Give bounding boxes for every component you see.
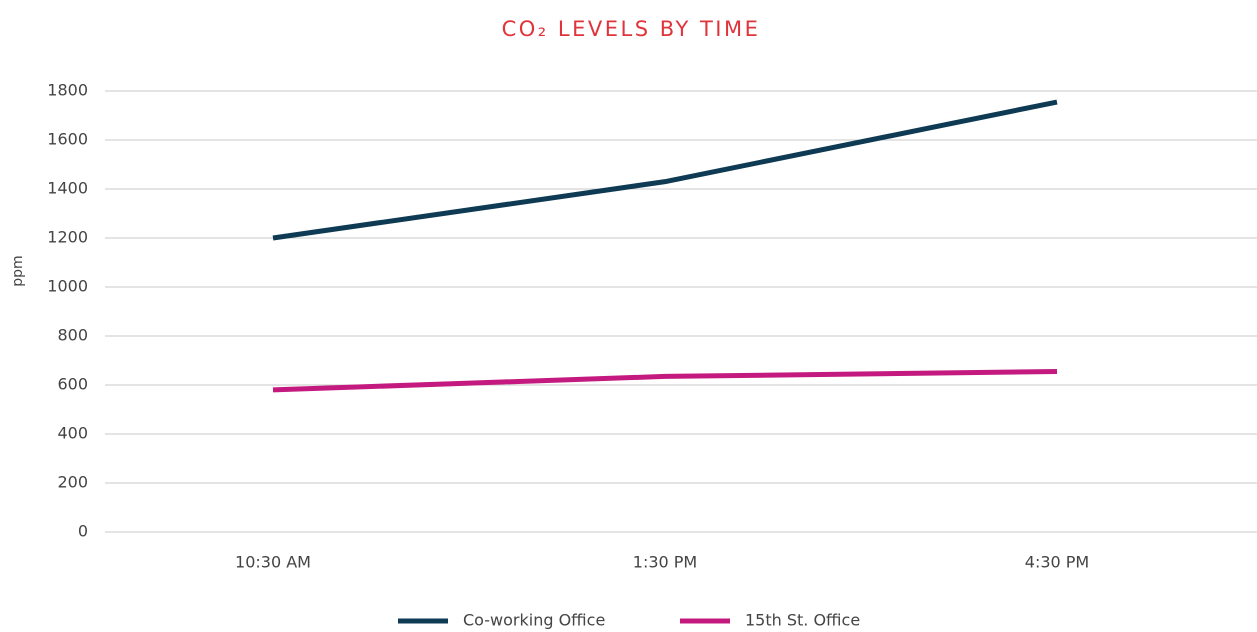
y-tick-label: 1000 <box>47 277 88 296</box>
legend-label: Co-working Office <box>463 611 605 630</box>
x-tick-label: 4:30 PM <box>1025 553 1089 572</box>
y-tick-label: 1800 <box>47 81 88 100</box>
series-line <box>272 99 1058 241</box>
y-tick-label: 0 <box>78 522 88 541</box>
series-line <box>272 369 1058 393</box>
y-tick-label: 1600 <box>47 130 88 149</box>
x-tick-label: 10:30 AM <box>235 553 311 572</box>
y-tick-label: 200 <box>57 473 88 492</box>
y-tick-label: 1400 <box>47 179 88 198</box>
y-tick-label: 600 <box>57 375 88 394</box>
y-tick-label: 400 <box>57 424 88 443</box>
y-tick-label: 1200 <box>47 228 88 247</box>
x-tick-label: 1:30 PM <box>633 553 697 572</box>
y-axis-label: ppm <box>10 255 26 286</box>
chart-title: CO₂ LEVELS BY TIME <box>502 17 761 41</box>
legend-label: 15th St. Office <box>745 611 860 630</box>
y-tick-label: 800 <box>57 326 88 345</box>
